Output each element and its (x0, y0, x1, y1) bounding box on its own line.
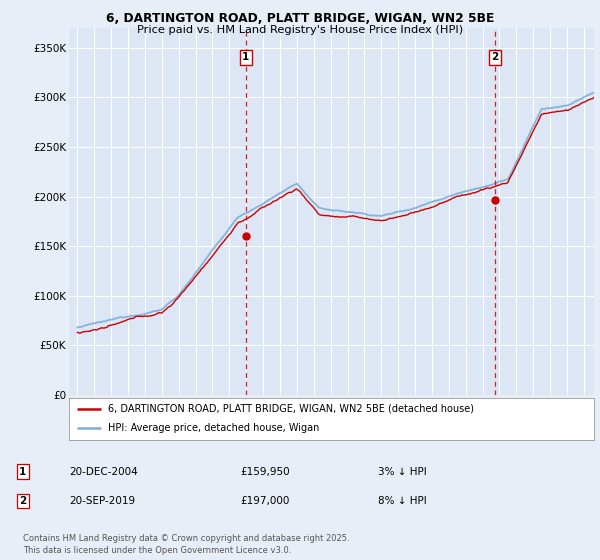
Text: 1: 1 (242, 52, 250, 62)
Text: 3% ↓ HPI: 3% ↓ HPI (378, 466, 427, 477)
Text: 8% ↓ HPI: 8% ↓ HPI (378, 496, 427, 506)
Text: 20-DEC-2004: 20-DEC-2004 (69, 466, 138, 477)
Text: 6, DARTINGTON ROAD, PLATT BRIDGE, WIGAN, WN2 5BE (detached house): 6, DARTINGTON ROAD, PLATT BRIDGE, WIGAN,… (109, 404, 475, 414)
Text: 6, DARTINGTON ROAD, PLATT BRIDGE, WIGAN, WN2 5BE: 6, DARTINGTON ROAD, PLATT BRIDGE, WIGAN,… (106, 12, 494, 25)
Text: 20-SEP-2019: 20-SEP-2019 (69, 496, 135, 506)
Text: 2: 2 (19, 496, 26, 506)
Text: £159,950: £159,950 (240, 466, 290, 477)
Text: £197,000: £197,000 (240, 496, 289, 506)
Text: Price paid vs. HM Land Registry's House Price Index (HPI): Price paid vs. HM Land Registry's House … (137, 25, 463, 35)
Text: HPI: Average price, detached house, Wigan: HPI: Average price, detached house, Wiga… (109, 423, 320, 433)
Text: 1: 1 (19, 466, 26, 477)
Text: 2: 2 (491, 52, 499, 62)
Text: Contains HM Land Registry data © Crown copyright and database right 2025.
This d: Contains HM Land Registry data © Crown c… (23, 534, 349, 555)
